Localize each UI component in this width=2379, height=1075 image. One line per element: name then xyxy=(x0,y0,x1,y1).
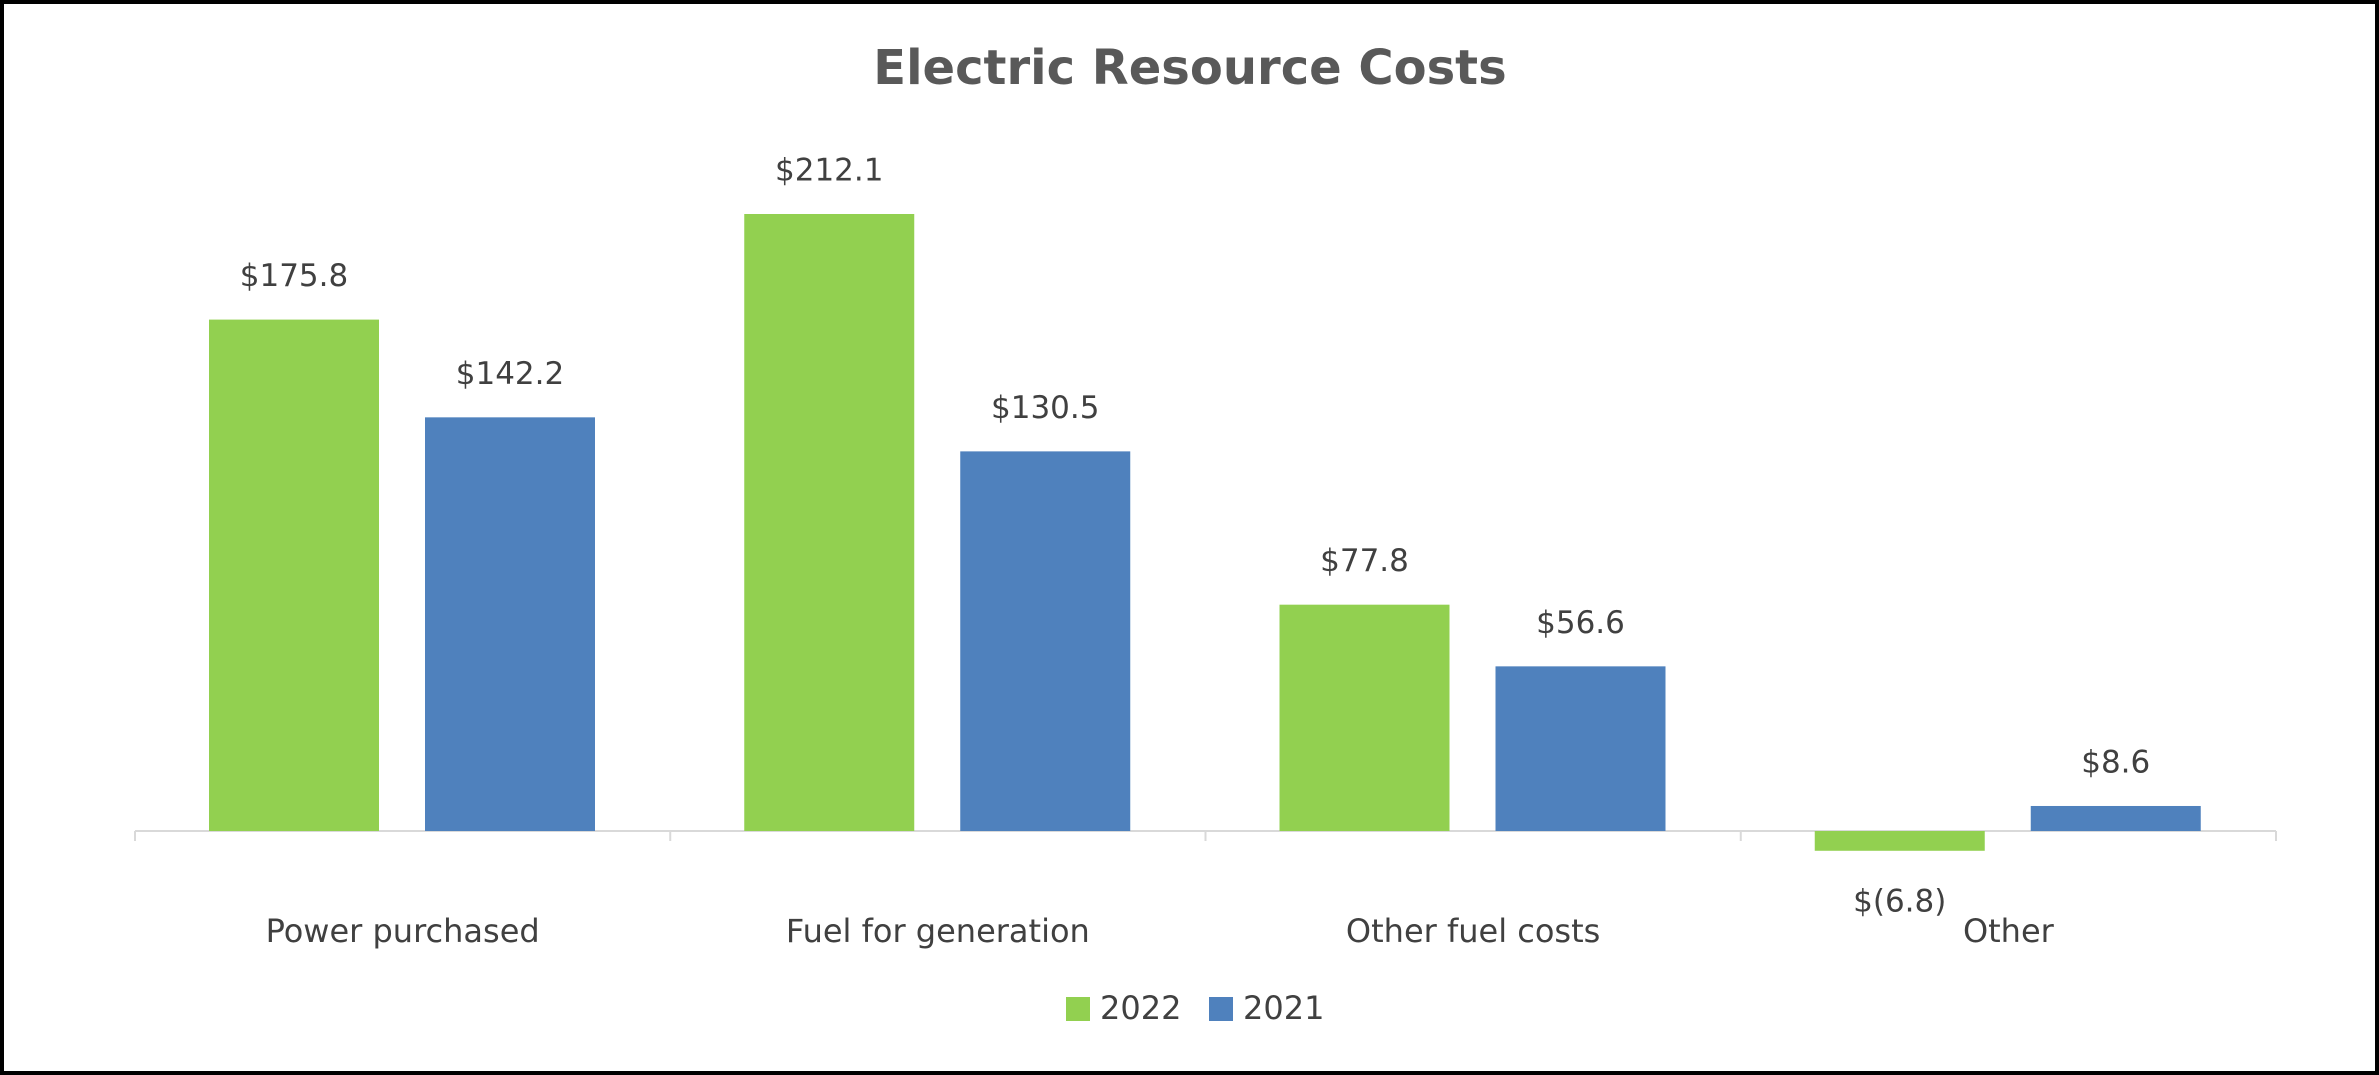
bar xyxy=(1495,666,1666,831)
legend-label: 2021 xyxy=(1243,989,1324,1027)
value-label: $56.6 xyxy=(1536,605,1625,641)
legend-label: 2022 xyxy=(1100,989,1181,1027)
value-label: $212.1 xyxy=(775,153,883,189)
x-tick-label: Other fuel costs xyxy=(1346,912,1600,950)
bar xyxy=(1814,831,1985,851)
x-tick-label: Fuel for generation xyxy=(786,912,1090,950)
x-tick-label: Power purchased xyxy=(266,912,540,950)
chart-title: Electric Resource Costs xyxy=(873,40,1506,96)
bar xyxy=(425,417,595,831)
value-label: $8.6 xyxy=(2081,744,2150,780)
value-label: $77.8 xyxy=(1320,543,1409,579)
bar xyxy=(2030,805,2201,831)
x-tick-label: Other xyxy=(1963,912,2055,950)
bar xyxy=(744,214,915,831)
bar xyxy=(209,319,379,831)
value-label: $142.2 xyxy=(456,356,564,392)
legend-swatch xyxy=(1066,997,1090,1021)
legend-swatch xyxy=(1209,997,1233,1021)
value-label: $130.5 xyxy=(991,390,1099,426)
bar xyxy=(960,451,1131,831)
bar xyxy=(1279,604,1450,831)
value-label: $175.8 xyxy=(240,258,348,294)
value-label: $(6.8) xyxy=(1853,883,1946,919)
